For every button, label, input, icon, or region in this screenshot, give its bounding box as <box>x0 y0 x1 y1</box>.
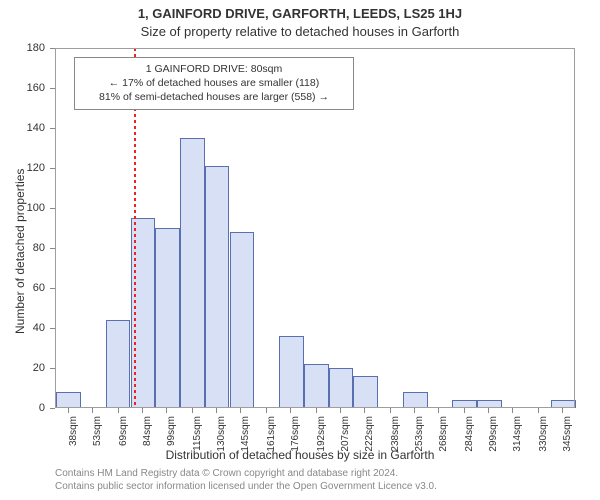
y-tick-label: 140 <box>0 122 45 134</box>
y-axis-label: Number of detached properties <box>13 169 27 334</box>
x-tick-label: 38sqm <box>68 416 79 476</box>
y-tick-label: 0 <box>0 402 45 414</box>
x-tick-label: 238sqm <box>390 416 401 476</box>
x-tick-mark <box>562 408 563 413</box>
y-tick-label: 160 <box>0 82 45 94</box>
figure-root: 1, GAINFORD DRIVE, GARFORTH, LEEDS, LS25… <box>0 0 600 500</box>
x-tick-mark <box>290 408 291 413</box>
x-tick-mark <box>216 408 217 413</box>
y-tick-mark <box>50 408 55 409</box>
x-tick-mark <box>364 408 365 413</box>
x-tick-mark <box>92 408 93 413</box>
x-tick-label: 53sqm <box>92 416 103 476</box>
x-tick-mark <box>340 408 341 413</box>
y-tick-mark <box>50 208 55 209</box>
x-axis-label: Distribution of detached houses by size … <box>0 448 600 462</box>
x-tick-mark <box>142 408 143 413</box>
y-tick-mark <box>50 48 55 49</box>
y-tick-mark <box>50 248 55 249</box>
footer-line: Contains public sector information licen… <box>55 481 437 494</box>
x-tick-mark <box>266 408 267 413</box>
x-tick-mark <box>166 408 167 413</box>
y-tick-label: 20 <box>0 362 45 374</box>
x-tick-mark <box>316 408 317 413</box>
x-tick-label: 314sqm <box>512 416 523 476</box>
footer-line: Contains HM Land Registry data © Crown c… <box>55 468 437 481</box>
y-tick-mark <box>50 288 55 289</box>
x-tick-mark <box>118 408 119 413</box>
x-tick-label: 145sqm <box>240 416 251 476</box>
annotation-box: 1 GAINFORD DRIVE: 80sqm ← 17% of detache… <box>74 57 354 110</box>
x-tick-label: 330sqm <box>538 416 549 476</box>
x-tick-mark <box>192 408 193 413</box>
subtitle: Size of property relative to detached ho… <box>0 24 600 39</box>
x-tick-label: 253sqm <box>414 416 425 476</box>
x-tick-label: 222sqm <box>364 416 375 476</box>
x-tick-label: 299sqm <box>488 416 499 476</box>
x-tick-label: 99sqm <box>166 416 177 476</box>
annotation-line: ← 17% of detached houses are smaller (11… <box>83 76 345 90</box>
x-tick-mark <box>538 408 539 413</box>
x-tick-label: 115sqm <box>192 416 203 476</box>
footer: Contains HM Land Registry data © Crown c… <box>55 468 437 493</box>
x-tick-label: 284sqm <box>464 416 475 476</box>
y-tick-mark <box>50 128 55 129</box>
x-tick-label: 161sqm <box>266 416 277 476</box>
x-tick-mark <box>438 408 439 413</box>
address-title: 1, GAINFORD DRIVE, GARFORTH, LEEDS, LS25… <box>0 6 600 21</box>
x-tick-mark <box>240 408 241 413</box>
x-tick-mark <box>390 408 391 413</box>
y-tick-mark <box>50 328 55 329</box>
y-tick-mark <box>50 368 55 369</box>
x-tick-mark <box>464 408 465 413</box>
x-tick-mark <box>68 408 69 413</box>
x-tick-mark <box>512 408 513 413</box>
annotation-line: 81% of semi-detached houses are larger (… <box>83 90 345 104</box>
x-tick-label: 345sqm <box>562 416 573 476</box>
y-tick-label: 180 <box>0 42 45 54</box>
x-tick-label: 176sqm <box>290 416 301 476</box>
x-tick-label: 207sqm <box>340 416 351 476</box>
x-tick-label: 84sqm <box>142 416 153 476</box>
annotation-line: 1 GAINFORD DRIVE: 80sqm <box>83 62 345 76</box>
x-tick-label: 69sqm <box>118 416 129 476</box>
y-tick-mark <box>50 168 55 169</box>
x-tick-mark <box>414 408 415 413</box>
y-tick-mark <box>50 88 55 89</box>
x-tick-label: 192sqm <box>316 416 327 476</box>
x-tick-mark <box>488 408 489 413</box>
x-tick-label: 268sqm <box>438 416 449 476</box>
x-tick-label: 130sqm <box>216 416 227 476</box>
